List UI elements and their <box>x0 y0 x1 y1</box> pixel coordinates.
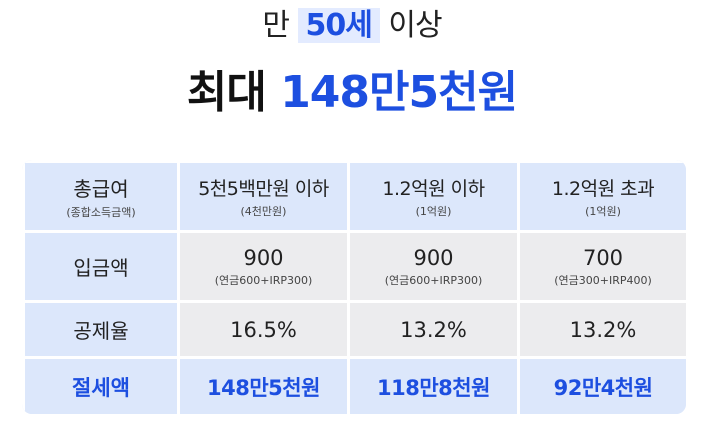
rate-row: 공제율 16.5% 13.2% 13.2% <box>22 300 686 359</box>
deposit-row: 입금액 900 (연금600+IRP300) 900 (연금600+IRP300… <box>22 230 686 303</box>
header-col-2-main: 1.2억원 이하 <box>382 178 485 200</box>
header-col-3: 1.2억원 초과 (1억원) <box>517 160 686 233</box>
tax-deduction-table: 총급여 (종합소득금액) 5천5백만원 이하 (4천만원) 1.2억원 이하 (… <box>22 160 686 414</box>
rate-label: 공제율 <box>73 319 129 343</box>
sub-headline-suffix: 이상 <box>388 8 442 43</box>
saving-value-3: 92만4천원 <box>553 375 653 400</box>
main-headline-prefix: 최대 <box>186 67 267 118</box>
deposit-value-1: 900 <box>243 245 284 270</box>
deposit-cell-1: 900 (연금600+IRP300) <box>177 230 350 303</box>
deposit-value-3: 700 <box>582 245 624 270</box>
deposit-label: 입금액 <box>73 256 129 280</box>
header-col-2: 1.2억원 이하 (1억원) <box>347 160 520 233</box>
saving-row: 절세액 148만5천원 118만8천원 92만4천원 <box>22 356 686 414</box>
deposit-label-cell: 입금액 <box>22 230 180 303</box>
header-col-2-sub: (1억원) <box>415 205 452 218</box>
rate-cell-3: 13.2% <box>517 300 686 359</box>
deposit-value-2: 900 <box>413 245 454 270</box>
saving-cell-2: 118만8천원 <box>347 356 520 414</box>
saving-value-1: 148만5천원 <box>207 375 320 400</box>
header-col-1-main: 5천5백만원 이하 <box>198 178 329 200</box>
max-amount: 148만5천원 <box>280 67 518 118</box>
table-header-row: 총급여 (종합소득금액) 5천5백만원 이하 (4천만원) 1.2억원 이하 (… <box>22 160 686 233</box>
header-col-1-sub: (4천만원) <box>240 205 287 218</box>
deposit-detail-2: (연금600+IRP300) <box>384 273 483 287</box>
rate-value-1: 16.5% <box>230 317 297 342</box>
sub-headline-prefix: 만 <box>262 8 290 43</box>
saving-cell-1: 148만5천원 <box>177 356 350 414</box>
rate-label-cell: 공제율 <box>22 300 180 359</box>
rate-value-3: 13.2% <box>569 317 637 342</box>
sub-headline: 만 50세 이상 <box>0 6 704 46</box>
main-headline: 최대 148만5천원 <box>0 58 704 128</box>
rate-cell-1: 16.5% <box>177 300 350 359</box>
deposit-cell-3: 700 (연금300+IRP400) <box>517 230 686 303</box>
deposit-detail-1: (연금600+IRP300) <box>214 273 313 287</box>
saving-value-2: 118만8천원 <box>377 375 490 400</box>
header-col-1: 5천5백만원 이하 (4천만원) <box>177 160 350 233</box>
saving-label-cell: 절세액 <box>22 356 180 414</box>
header-col-3-main: 1.2억원 초과 <box>551 178 655 200</box>
total-salary-label: 총급여 <box>73 177 129 201</box>
saving-cell-3: 92만4천원 <box>517 356 686 414</box>
deposit-cell-2: 900 (연금600+IRP300) <box>347 230 520 303</box>
header-col-3-sub: (1억원) <box>585 205 621 218</box>
rate-value-2: 13.2% <box>400 317 467 342</box>
deposit-detail-3: (연금300+IRP400) <box>554 273 652 287</box>
total-salary-sublabel: (종합소득금액) <box>66 206 136 219</box>
saving-label: 절세액 <box>72 375 130 400</box>
age-highlight: 50세 <box>297 8 380 43</box>
header-label-cell: 총급여 (종합소득금액) <box>22 160 180 233</box>
rate-cell-2: 13.2% <box>347 300 520 359</box>
